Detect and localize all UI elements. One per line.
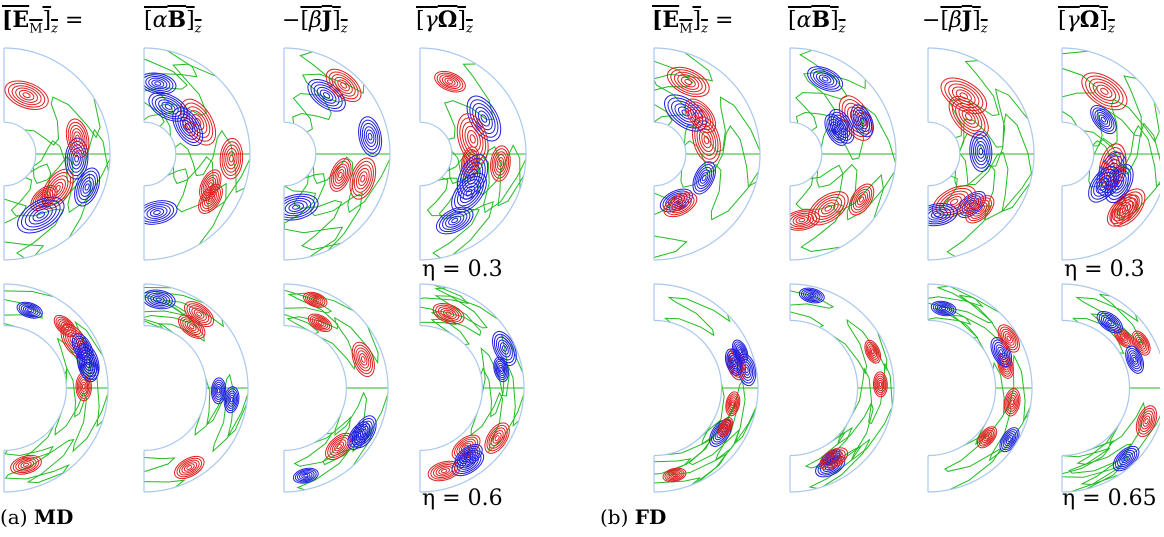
inner-boundary xyxy=(927,319,997,457)
plot-md-row2-emf xyxy=(3,283,109,493)
inner-boundary xyxy=(3,325,67,451)
plot-md-row1-emf xyxy=(3,47,111,261)
header-gamma: [γΩ]z xyxy=(416,7,473,37)
plot-md-row1-alpha xyxy=(143,47,251,261)
contour-lines xyxy=(928,285,1032,491)
inner-boundary xyxy=(143,121,177,187)
contour-lines xyxy=(790,49,896,253)
header-emf: [EM]z = xyxy=(652,7,734,37)
contour-lines xyxy=(1062,50,1160,227)
panel-fd: [EM]z = [αB]z −[βJ]z [γΩ]z η = 0.3 η = 0… xyxy=(600,0,1160,537)
outer-boundary xyxy=(927,283,1033,493)
eta-label-fd-row2: η = 0.65 xyxy=(1062,486,1157,511)
plot-md-row2-beta xyxy=(283,283,389,493)
eta-label-fd-row1: η = 0.3 xyxy=(1064,257,1145,282)
outer-boundary xyxy=(789,47,897,261)
plot-fd-row1-gamma xyxy=(1061,47,1160,261)
inner-boundary xyxy=(653,319,723,457)
header-alpha: [αB]z xyxy=(144,7,202,37)
header-beta: −[βJ]z xyxy=(282,7,348,37)
header-gamma: [γΩ]z xyxy=(1058,7,1115,37)
contour-lines xyxy=(790,284,894,489)
outer-boundary xyxy=(927,47,1035,261)
inner-boundary xyxy=(419,325,483,451)
header-alpha: [αB]z xyxy=(788,7,846,37)
plot-md-row1-beta xyxy=(283,47,391,261)
inner-boundary xyxy=(143,325,207,451)
inner-boundary xyxy=(3,121,37,187)
panel-md: [EM]z = [αB]z −[βJ]z [γΩ]z η = 0.3 η = 0… xyxy=(0,0,560,537)
contour-lines xyxy=(928,60,1034,257)
inner-boundary xyxy=(789,121,823,187)
inner-boundary xyxy=(789,319,859,457)
outer-boundary xyxy=(1061,47,1160,261)
outer-boundary xyxy=(143,283,249,493)
outer-boundary xyxy=(419,47,527,261)
outer-boundary xyxy=(3,283,109,493)
outer-boundary xyxy=(143,47,251,261)
contour-lines xyxy=(4,290,108,484)
plot-fd-row2-emf xyxy=(653,283,759,493)
outer-boundary xyxy=(1061,283,1160,493)
outer-boundary xyxy=(283,47,391,261)
outer-boundary xyxy=(3,47,111,261)
contour-lines xyxy=(426,63,526,259)
contour-lines xyxy=(1062,293,1160,492)
contour-lines xyxy=(144,286,248,488)
plot-fd-row1-emf xyxy=(653,47,761,261)
inner-boundary xyxy=(283,325,347,451)
inner-boundary xyxy=(1061,319,1131,457)
inner-boundary xyxy=(653,121,687,187)
plot-md-row2-gamma xyxy=(419,283,525,493)
outer-boundary xyxy=(283,283,389,493)
plot-fd-row2-beta xyxy=(927,283,1033,493)
plot-fd-row1-beta xyxy=(927,47,1035,261)
plot-md-row2-alpha xyxy=(143,283,249,493)
caption-fd: (b) FD xyxy=(600,505,667,529)
contour-lines xyxy=(4,80,110,259)
plot-fd-row1-alpha xyxy=(789,47,897,261)
eta-label-md-row2: η = 0.6 xyxy=(422,486,503,511)
outer-boundary xyxy=(419,283,525,493)
outer-boundary xyxy=(653,47,761,261)
outer-boundary xyxy=(789,283,895,493)
plot-fd-row2-gamma xyxy=(1061,283,1160,493)
inner-boundary xyxy=(1061,121,1095,187)
caption-md: (a) MD xyxy=(0,505,74,529)
contour-lines xyxy=(144,48,250,245)
contour-lines xyxy=(654,48,760,260)
header-emf: [EM]z = xyxy=(2,7,84,37)
contour-lines xyxy=(420,284,524,482)
plot-md-row1-gamma xyxy=(419,47,527,261)
inner-boundary xyxy=(283,121,317,187)
plot-fd-row2-alpha xyxy=(789,283,895,493)
contour-lines xyxy=(654,296,758,486)
inner-boundary xyxy=(419,121,453,187)
header-beta: −[βJ]z xyxy=(922,7,988,37)
contour-lines xyxy=(284,51,390,258)
eta-label-md-row1: η = 0.3 xyxy=(422,257,503,282)
inner-boundary xyxy=(927,121,961,187)
outer-boundary xyxy=(653,283,759,493)
contour-lines xyxy=(284,284,388,491)
